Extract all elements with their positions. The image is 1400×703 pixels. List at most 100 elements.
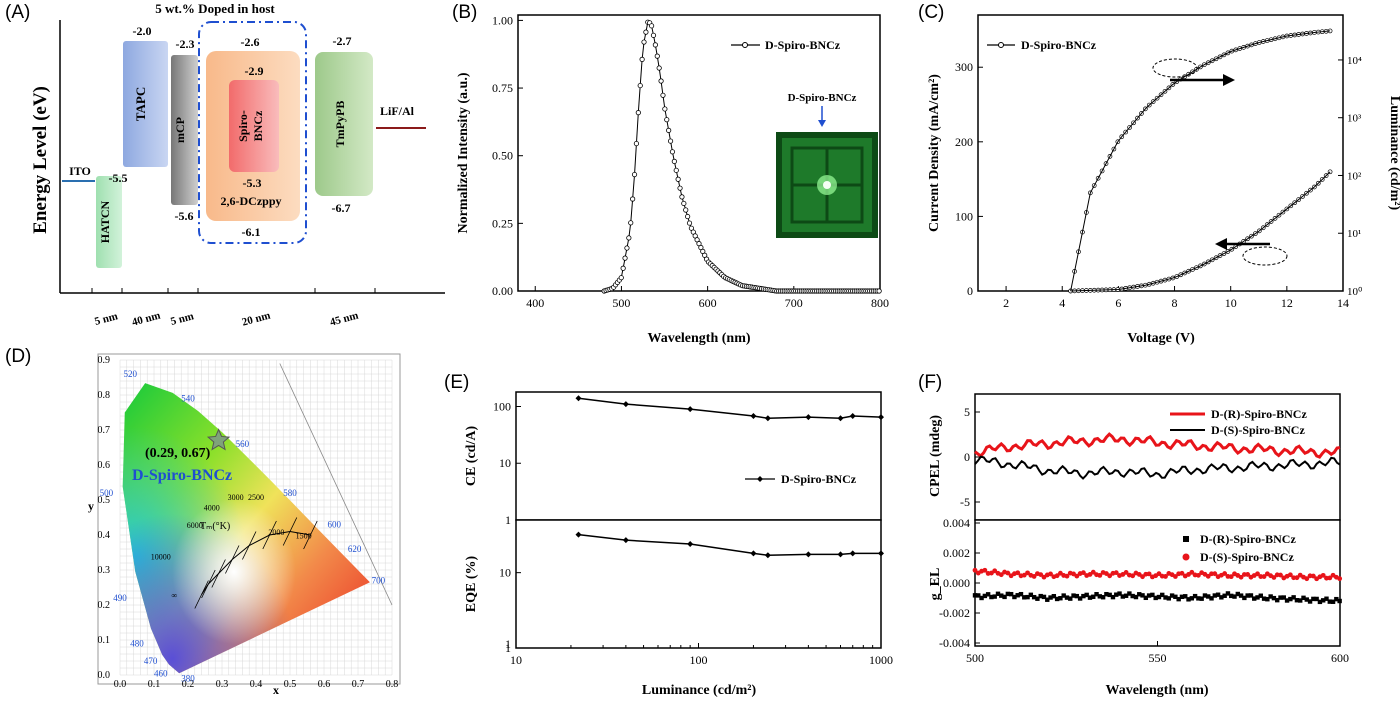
f-gel-point-r <box>1068 596 1073 601</box>
f-gel-point-r <box>1196 596 1201 601</box>
f-gel-point-r <box>1324 596 1329 601</box>
panel-label-f: (F) <box>918 372 943 393</box>
f-gel-point-r <box>1215 592 1221 597</box>
b-data-point <box>643 29 649 35</box>
f-gel-point-r <box>1261 596 1267 601</box>
b-data-point <box>618 275 624 281</box>
f-gel-point-r <box>1330 599 1336 604</box>
f-gel-point-s <box>1156 571 1162 577</box>
b-data-point <box>677 185 683 191</box>
b-ytick-label: 0.75 <box>492 81 513 95</box>
f-gel-point-r <box>1199 596 1204 601</box>
f-gel-point-r <box>1071 593 1076 598</box>
b-data-point <box>660 92 666 98</box>
isotherm <box>262 520 277 550</box>
e-ce-point <box>805 414 812 421</box>
f-gel-point-r <box>1252 596 1257 601</box>
f-gel-point-r <box>1163 595 1168 600</box>
f-gel-point-r <box>1094 592 1099 597</box>
spiro-lumo: -2.9 <box>245 64 264 78</box>
e-top-ylabel: CE (cd/A) <box>464 426 479 487</box>
f-gel-point-s <box>1228 574 1234 580</box>
cie-coordinate-label: (0.29, 0.67) <box>145 446 211 461</box>
f-gel-point-r <box>1130 593 1135 599</box>
b-data-point <box>652 42 658 48</box>
d-ytick-label: 0.8 <box>98 390 111 401</box>
d-ytick-label: 0.3 <box>98 565 111 576</box>
f-gel-point-s <box>1031 574 1037 579</box>
e-eqe-point <box>687 541 694 548</box>
f-gel-point-r <box>1245 593 1250 598</box>
d-ytick-label: 0.5 <box>98 495 111 506</box>
f-gel-point-r <box>1179 594 1185 600</box>
b-data-point <box>673 167 679 173</box>
f-gel-point-s <box>1189 569 1195 575</box>
f-gel-point-r <box>1255 595 1260 600</box>
d-xtick-label: 0.1 <box>148 679 161 690</box>
c-xtick-label: 2 <box>1003 296 1009 310</box>
isotherm <box>211 559 226 588</box>
e-bottom-ytick-label: 10 <box>499 566 511 580</box>
b-data-point <box>658 78 664 84</box>
e-eqe-point <box>849 550 856 557</box>
d-xtick-label: 0.4 <box>250 679 263 690</box>
f-gel-point-s <box>1261 574 1267 579</box>
d-xtick-label: 0.3 <box>216 679 229 690</box>
chart-d-cie: 0.0 0.1 0.2 0.3 0.4 0.5 0.6 0.7 0.8 0.0 0.1 0.2 0.3 0… <box>88 353 401 697</box>
f-gel-point-s <box>1048 571 1053 577</box>
c-xtick-label: 4 <box>1059 296 1065 310</box>
f-gel-point-r <box>979 595 984 601</box>
e-eqe-point <box>837 551 844 558</box>
f-gel-point-r <box>1189 596 1195 601</box>
f-gel-point-r <box>1281 595 1286 600</box>
f-gel-point-s <box>1205 573 1211 579</box>
mcp-label: mCP <box>173 117 187 143</box>
b-data-point <box>641 39 647 45</box>
f-gel-point-r <box>1334 596 1339 602</box>
f-gel-point-r <box>1268 594 1273 599</box>
f-gel-point-s <box>1245 572 1251 577</box>
b-xtick-label: 500 <box>612 296 630 310</box>
d-wavelength-label: 540 <box>181 394 195 404</box>
c-ytick-label: 0 <box>967 284 973 298</box>
b-data-point <box>656 65 662 71</box>
e-eqe-point <box>622 537 629 544</box>
f-gel-point-s <box>1107 573 1113 579</box>
d-cct-label: 3000 <box>228 493 244 502</box>
b-data-point <box>637 82 643 89</box>
f-legend-r-bottom: D-(R)-Spiro-BNCz <box>1200 532 1296 546</box>
f-gel-point-r <box>1137 592 1142 597</box>
f-gel-point-r <box>1317 599 1323 605</box>
f-gel-point-s <box>1054 573 1060 579</box>
b-legend: D-Spiro-BNCz <box>765 38 841 52</box>
c-y2tick-label: 10⁴ <box>1347 55 1362 67</box>
cie-white-overlay <box>122 383 370 674</box>
c-y2tick-label: 10⁰ <box>1347 286 1363 298</box>
f-gel-point-r <box>1087 595 1093 600</box>
d-ytick-label: 0.1 <box>98 635 111 646</box>
f-gel-point-r <box>1321 598 1326 603</box>
f-gel-point-r <box>1097 594 1103 599</box>
tapc-bar <box>123 41 168 167</box>
b-data-point <box>675 176 681 182</box>
f-gel-point-r <box>1038 593 1043 599</box>
f-gel-point-s <box>1212 571 1218 577</box>
d-xtick-label: 0.8 <box>386 679 399 690</box>
f-gel-point-r <box>1311 596 1316 602</box>
b-data-point <box>639 56 645 62</box>
f-gel-point-r <box>982 593 988 599</box>
f-gel-point-r <box>1275 597 1280 603</box>
f-gel-point-r <box>1045 597 1050 602</box>
f-gel-point-r <box>1307 599 1313 604</box>
isotherm <box>242 531 257 560</box>
b-ytick-label: 1.00 <box>492 13 513 27</box>
f-gel-point-r <box>1117 591 1122 596</box>
f-gel-point-s <box>1238 574 1244 580</box>
e-eqe-point <box>750 550 757 557</box>
f-top-ylabel: CPEL (mdeg) <box>928 415 943 497</box>
f-series <box>972 432 1343 605</box>
f-gel-point-r <box>1120 594 1126 599</box>
f-gel-point-r <box>1298 598 1303 603</box>
f-gel-point-r <box>1025 594 1030 600</box>
f-gel-point-s <box>972 567 978 573</box>
